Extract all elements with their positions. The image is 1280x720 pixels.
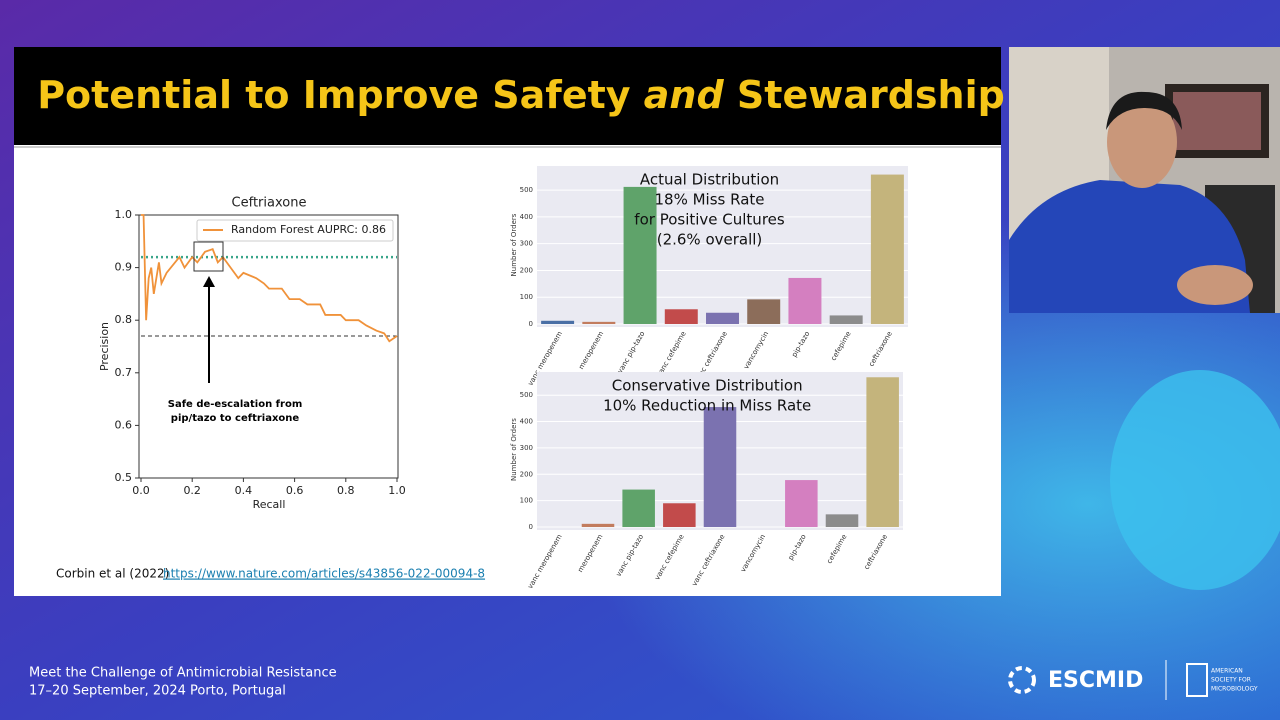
- chart-title: for Positive Cultures: [634, 211, 785, 229]
- asm-line: AMERICAN: [1211, 668, 1243, 675]
- bar: [870, 174, 904, 324]
- bar: [623, 186, 657, 324]
- x-tick-label: 1.0: [388, 484, 406, 497]
- y-tick-label: 200: [520, 470, 533, 478]
- annotation: pip/tazo to ceftriaxone: [171, 413, 300, 424]
- webcam: [1009, 47, 1280, 313]
- plot-background: [537, 166, 908, 327]
- bar: [582, 321, 616, 324]
- x-tick-label: 0.2: [183, 484, 201, 497]
- plot-frame: [138, 214, 399, 479]
- escmid-icon: [1008, 666, 1036, 694]
- y-tick-label: 0: [529, 320, 533, 328]
- highlight-box: [193, 241, 224, 272]
- citation: Corbin et al (2022): [56, 567, 169, 581]
- chart-title: Ceftriaxone: [232, 196, 307, 211]
- bar: [825, 514, 859, 527]
- chart-title: 18% Miss Rate: [655, 191, 765, 209]
- footer-event: Meet the Challenge of Antimicrobial Resi…: [29, 666, 337, 681]
- bar: [541, 320, 575, 324]
- citation-link[interactable]: https://www.nature.com/articles/s43856-0…: [163, 567, 485, 581]
- chart-title: Actual Distribution: [640, 171, 779, 189]
- legend-box: [196, 219, 394, 242]
- bar: [664, 309, 698, 324]
- legend-label: Random Forest AUPRC: 0.86: [231, 223, 386, 236]
- y-axis-label: Precision: [98, 322, 111, 371]
- x-axis-label: Recall: [253, 498, 286, 511]
- y-tick-label: 100: [520, 293, 533, 301]
- bar: [747, 299, 781, 324]
- footer-dates: 17–20 September, 2024 Porto, Portugal: [29, 684, 286, 699]
- y-tick-label: 200: [520, 266, 533, 274]
- x-tick-label: 0.4: [235, 484, 253, 497]
- bar: [706, 312, 739, 324]
- webcam-picture: [1173, 92, 1261, 150]
- webcam-person-face: [1107, 96, 1177, 188]
- y-tick-label: 300: [520, 444, 533, 452]
- y-tick-label: 0: [529, 523, 533, 531]
- y-tick-label: 0.9: [115, 261, 133, 274]
- bar: [663, 503, 696, 527]
- y-axis-label: Number of Orders: [510, 418, 518, 481]
- slide-title: Potential to Improve Safety and Stewards…: [37, 73, 1005, 117]
- x-tick-label: 0.8: [337, 484, 355, 497]
- y-tick-label: 1.0: [115, 208, 133, 221]
- bar: [785, 480, 818, 527]
- title-part: Potential to Improve Safety: [37, 73, 631, 117]
- x-tick-label: 0.6: [286, 484, 304, 497]
- y-tick-label: 500: [520, 186, 533, 194]
- bar: [703, 407, 737, 527]
- bar: [866, 377, 899, 527]
- chart-title: 10% Reduction in Miss Rate: [603, 397, 811, 415]
- asm-icon: [1186, 663, 1208, 697]
- asm-line: MICROBIOLOGY: [1211, 686, 1258, 693]
- line-series: [141, 214, 398, 343]
- title-part: Stewardship: [737, 73, 1005, 117]
- webcam-person-hand: [1177, 265, 1253, 305]
- y-axis-label: Number of Orders: [510, 213, 518, 276]
- asm-line: SOCIETY FOR: [1211, 677, 1251, 684]
- y-tick-label: 300: [520, 240, 533, 248]
- webcam-person-hair: [1106, 91, 1182, 130]
- y-tick-label: 500: [520, 391, 533, 399]
- y-tick-label: 0.8: [115, 313, 133, 326]
- annotation: Safe de-escalation from: [168, 399, 303, 410]
- y-tick-label: 100: [520, 497, 533, 505]
- title-emphasis: and: [644, 73, 725, 117]
- y-tick-label: 0.5: [115, 471, 133, 484]
- bar: [788, 277, 822, 324]
- slide-title-bar: [14, 47, 1001, 145]
- bar: [622, 489, 655, 527]
- y-tick-label: 0.7: [115, 366, 133, 379]
- x-tick-label: 0.0: [132, 484, 150, 497]
- background-shape: [1110, 370, 1280, 590]
- escmid-logo: ESCMID: [1048, 668, 1143, 693]
- bar: [829, 315, 863, 324]
- chart-title: Conservative Distribution: [612, 377, 803, 395]
- bar: [581, 523, 615, 527]
- y-tick-label: 400: [520, 213, 533, 221]
- chart-title: (2.6% overall): [657, 231, 763, 249]
- y-tick-label: 400: [520, 418, 533, 426]
- y-tick-label: 0.6: [115, 418, 133, 431]
- annotation-arrowhead: [203, 276, 215, 287]
